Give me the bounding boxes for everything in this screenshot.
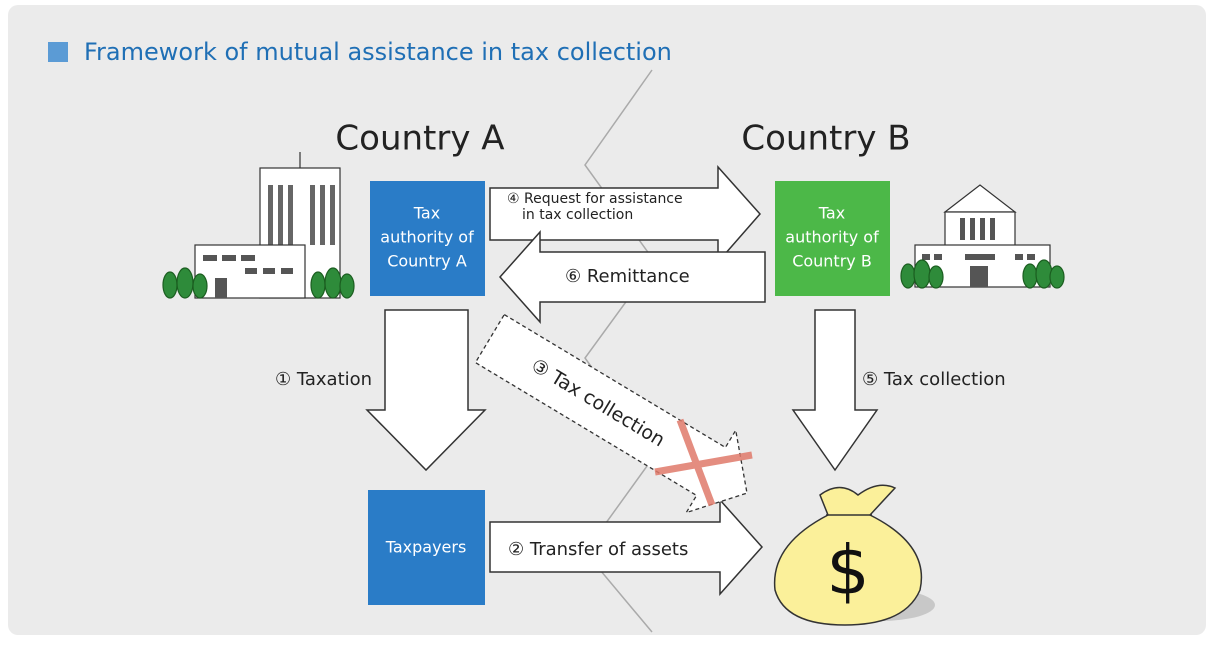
title-marker (48, 42, 68, 62)
arrow-label: ⑥ Remittance (565, 266, 690, 287)
arrow-label: ⑤ Tax collection (862, 369, 1006, 390)
money-symbol: $ (826, 532, 869, 611)
arrow-label: in tax collection (522, 207, 633, 223)
title: Framework of mutual assistance in tax co… (84, 38, 672, 66)
node-label: Country B (792, 252, 872, 271)
node-label: Taxpayers (385, 538, 467, 557)
node-label: Country A (387, 252, 467, 271)
arrow-label: ④ Request for assistance (507, 191, 683, 207)
country-b: Country B (741, 119, 910, 159)
arrow-label: ① Taxation (275, 369, 372, 390)
node-label: authority of (785, 228, 879, 247)
arrow-label: ② Transfer of assets (508, 539, 688, 560)
node-label: authority of (380, 228, 474, 247)
node-label: Tax (818, 204, 845, 223)
diagram: Framework of mutual assistance in tax co… (0, 0, 1214, 646)
node-label: Tax (413, 204, 440, 223)
country-a: Country A (335, 119, 504, 159)
